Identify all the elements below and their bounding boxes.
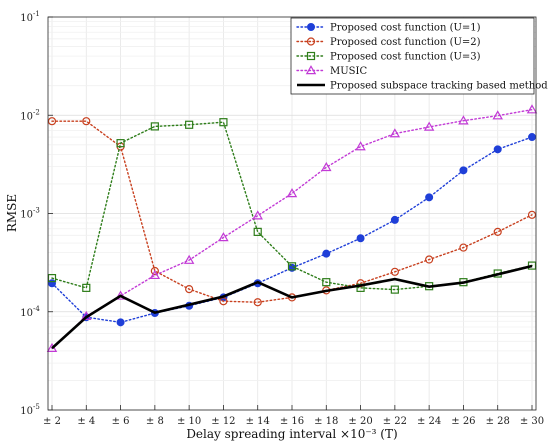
series-line bbox=[51, 264, 533, 350]
data-point bbox=[459, 166, 468, 175]
x-axis-ticks: ± 2 ± 4 ± 6 ± 8 ± 10 ± 12 ± 14 ± 16 ± 18 ± 20 ± 22… bbox=[43, 405, 544, 427]
data-point bbox=[322, 278, 331, 287]
data-point bbox=[390, 215, 399, 224]
legend: Proposed cost function (U=1) Proposed cos… bbox=[290, 17, 548, 95]
data-point bbox=[82, 283, 91, 292]
data-point bbox=[116, 139, 125, 148]
series-5 bbox=[51, 264, 533, 350]
data-point bbox=[150, 122, 159, 131]
legend-box bbox=[290, 17, 535, 95]
data-point bbox=[305, 65, 317, 75]
x-tick-label: ± 18 bbox=[314, 416, 338, 427]
data-point bbox=[526, 104, 538, 114]
data-point bbox=[306, 51, 316, 61]
y-tick-base: 10 bbox=[20, 308, 33, 319]
data-point bbox=[492, 110, 503, 120]
data-point bbox=[528, 133, 536, 142]
y-tick-base: 10 bbox=[20, 406, 33, 417]
legend-entry: Proposed cost function (U=2) bbox=[330, 37, 481, 48]
y-tick-label: 10-2 bbox=[20, 108, 40, 122]
x-tick-label: ± 28 bbox=[486, 416, 510, 427]
data-point bbox=[322, 249, 331, 258]
x-tick-label: ± 6 bbox=[112, 416, 130, 427]
data-point bbox=[390, 285, 399, 294]
y-axis-label: RMSE bbox=[5, 194, 19, 232]
data-point bbox=[307, 23, 315, 31]
data-point bbox=[389, 128, 401, 138]
data-point bbox=[356, 234, 365, 243]
data-point bbox=[47, 117, 57, 126]
data-point bbox=[253, 227, 262, 236]
y-tick-label: 10-5 bbox=[20, 403, 40, 417]
data-point bbox=[321, 161, 332, 172]
data-point bbox=[252, 210, 263, 220]
y-axis-ticks: 10-510-410-310-210-1 bbox=[20, 10, 53, 417]
data-point bbox=[355, 141, 366, 151]
data-point bbox=[219, 118, 228, 127]
x-tick-label: ± 14 bbox=[246, 416, 270, 427]
y-tick-exponent: -1 bbox=[33, 10, 40, 18]
x-tick-label: ± 8 bbox=[146, 416, 164, 427]
data-point bbox=[306, 37, 316, 46]
y-tick-label: 10-3 bbox=[20, 207, 40, 221]
data-point bbox=[149, 269, 161, 280]
y-tick-exponent: -4 bbox=[33, 305, 40, 313]
data-point bbox=[425, 193, 434, 202]
data-point bbox=[47, 274, 57, 283]
series-layer bbox=[46, 104, 538, 353]
data-point bbox=[493, 145, 502, 154]
data-point bbox=[82, 117, 91, 126]
x-tick-label: ± 20 bbox=[348, 416, 372, 427]
data-point bbox=[423, 121, 435, 131]
data-point bbox=[286, 188, 298, 198]
x-tick-label: ± 12 bbox=[211, 416, 235, 427]
legend-entry: Proposed subspace tracking based method bbox=[330, 81, 548, 92]
y-tick-base: 10 bbox=[20, 13, 33, 24]
data-point bbox=[287, 262, 297, 271]
x-tick-label: ± 2 bbox=[43, 416, 61, 427]
x-tick-label: ± 24 bbox=[417, 416, 441, 427]
data-point bbox=[115, 290, 126, 300]
data-point bbox=[116, 318, 125, 327]
data-point bbox=[183, 254, 195, 264]
data-point bbox=[185, 285, 194, 294]
y-tick-exponent: -2 bbox=[33, 108, 40, 116]
y-tick-exponent: -5 bbox=[33, 403, 40, 411]
y-tick-base: 10 bbox=[20, 210, 33, 221]
x-tick-label: ± 30 bbox=[520, 416, 544, 427]
data-point bbox=[459, 243, 468, 252]
x-tick-label: ± 4 bbox=[77, 416, 95, 427]
y-tick-exponent: -3 bbox=[33, 207, 40, 215]
legend-entry: Proposed cost function (U=3) bbox=[330, 52, 481, 63]
x-tick-label: ± 22 bbox=[383, 416, 407, 427]
data-point bbox=[425, 255, 434, 264]
data-point bbox=[253, 298, 262, 307]
data-point bbox=[493, 227, 502, 236]
series-line bbox=[51, 108, 533, 349]
x-tick-label: ± 10 bbox=[177, 416, 201, 427]
series-line bbox=[51, 121, 533, 291]
legend-entry: Proposed cost function (U=1) bbox=[330, 23, 481, 34]
data-point bbox=[390, 267, 399, 276]
data-point bbox=[458, 115, 469, 125]
x-tick-label: ± 16 bbox=[280, 416, 304, 427]
x-tick-label: ± 26 bbox=[451, 416, 475, 427]
legend-entry: MUSIC bbox=[330, 66, 367, 77]
y-tick-base: 10 bbox=[20, 111, 33, 122]
data-point bbox=[150, 266, 159, 276]
data-point bbox=[527, 210, 537, 219]
data-point bbox=[218, 232, 229, 242]
x-axis-label: Delay spreading interval ×10⁻³ (T) bbox=[186, 427, 397, 441]
data-point bbox=[48, 279, 56, 288]
data-point bbox=[185, 120, 194, 129]
y-tick-label: 10-1 bbox=[20, 10, 40, 24]
y-tick-label: 10-4 bbox=[20, 305, 40, 319]
